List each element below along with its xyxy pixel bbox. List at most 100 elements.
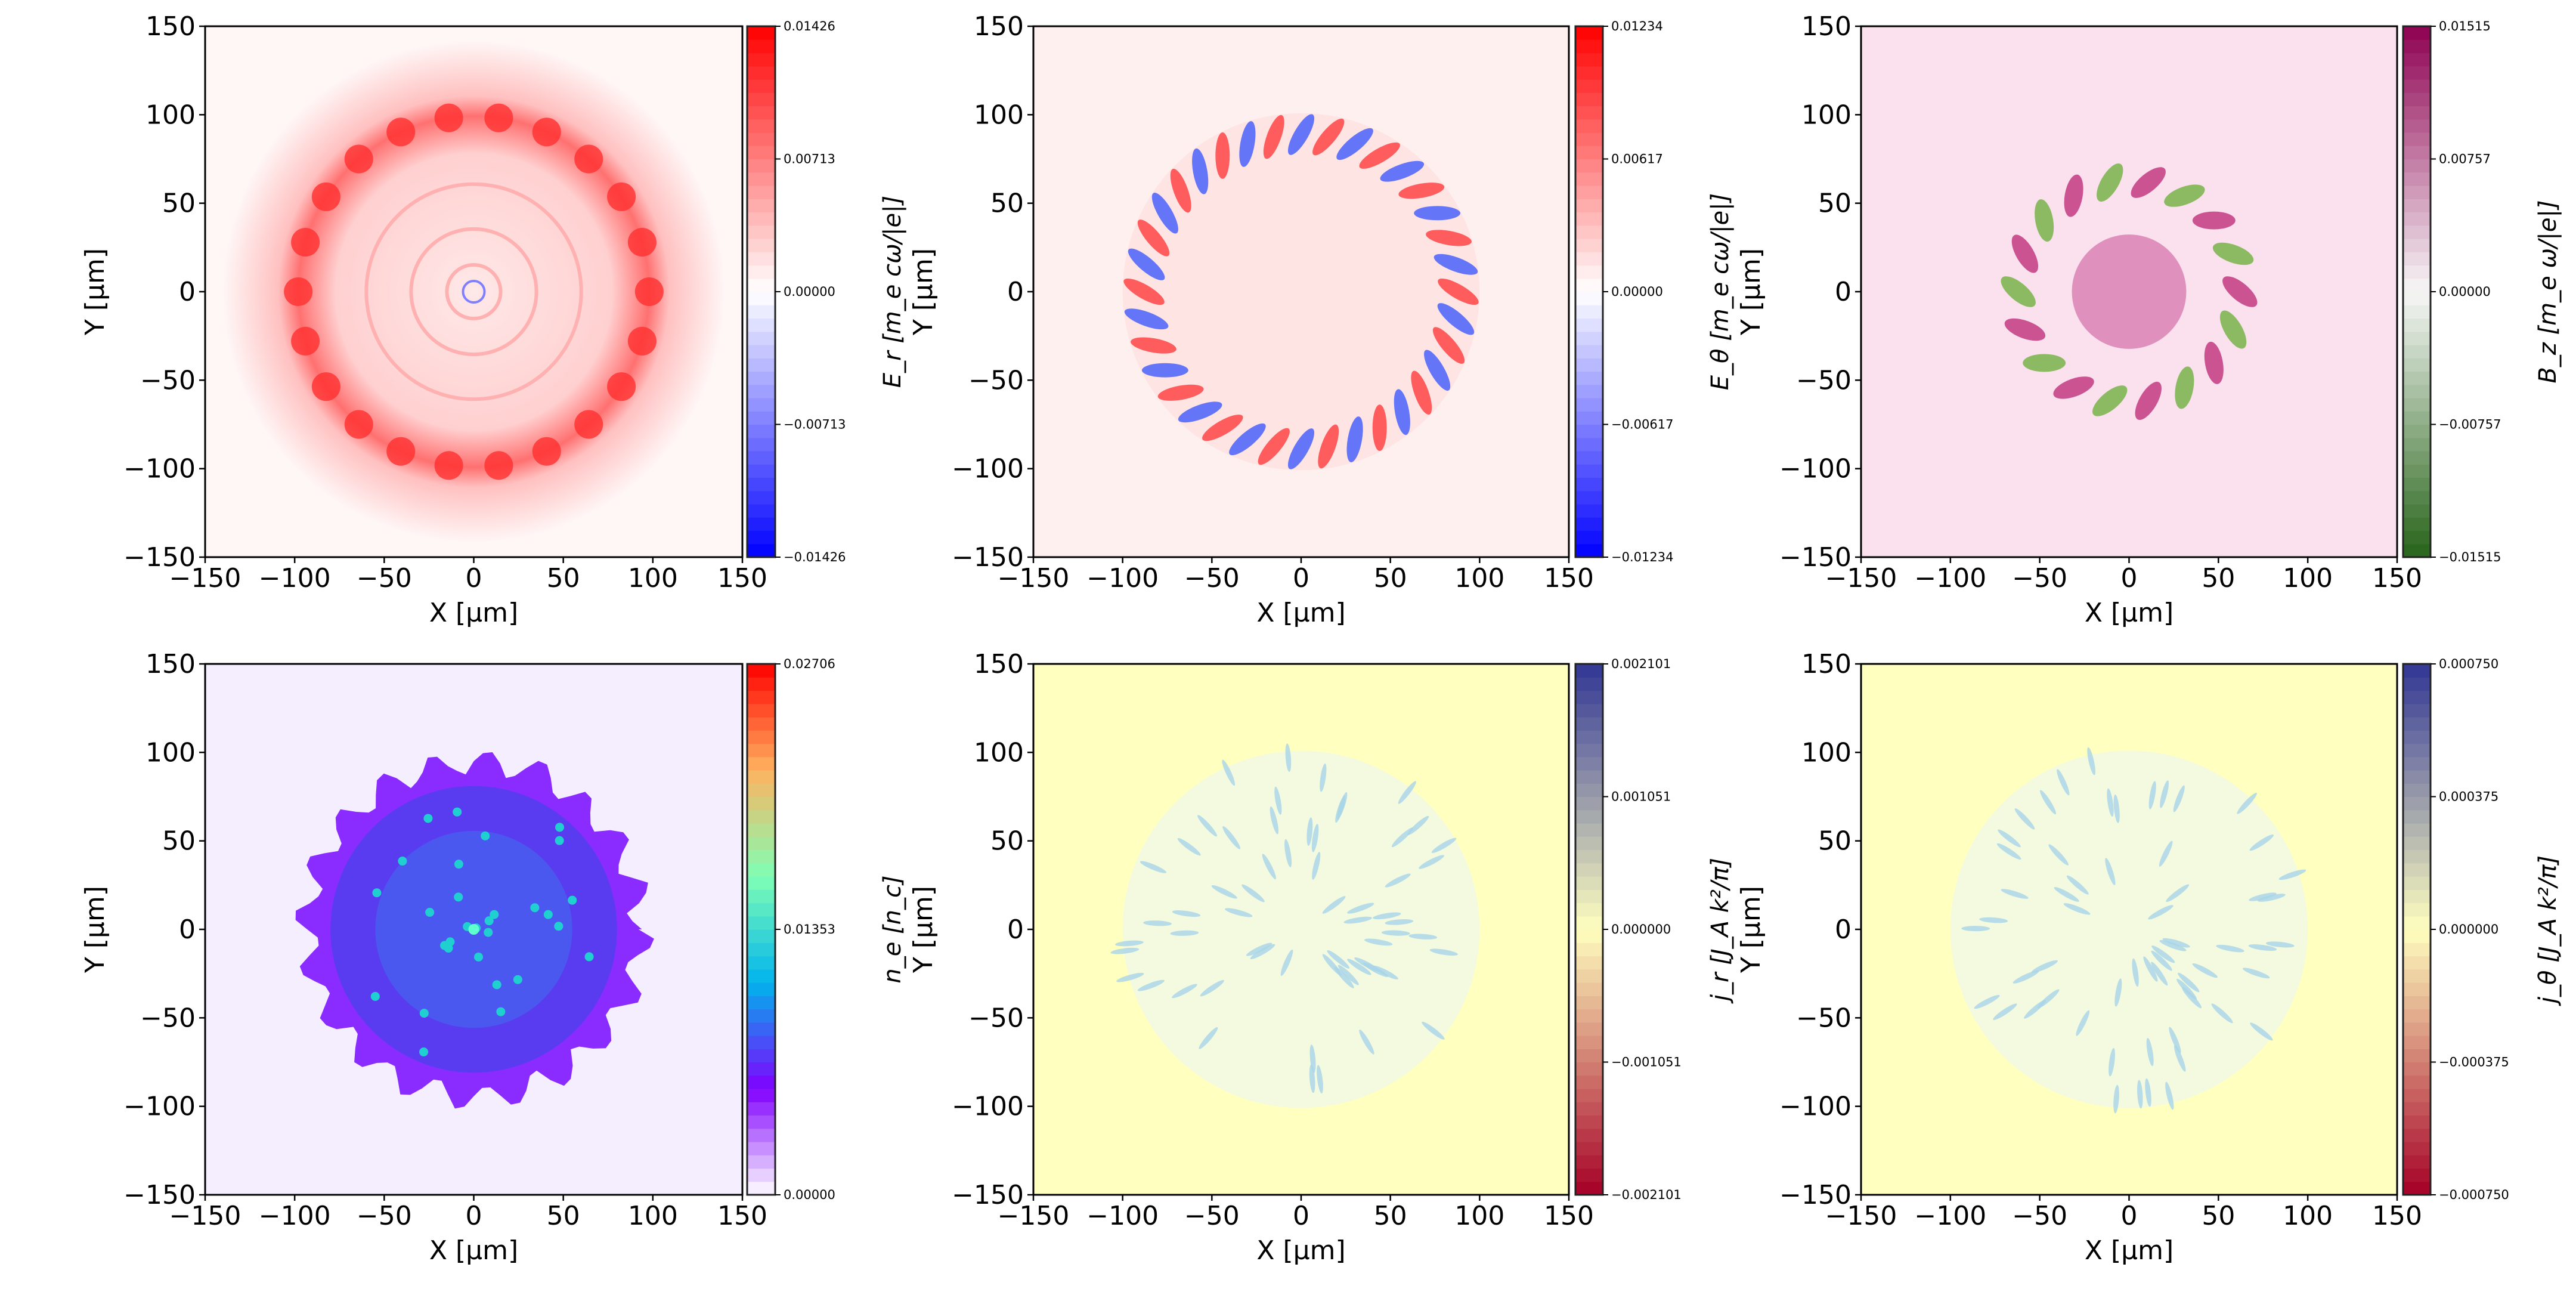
current-filament: [1320, 764, 1327, 792]
current-filament: [1398, 781, 1416, 804]
y-tick-label: 100: [974, 737, 1024, 768]
colorbar-swatch: [1575, 186, 1603, 199]
density-spot: [543, 910, 553, 919]
colorbar-tick-label: 0.002101: [1611, 657, 1671, 671]
colorbar-swatch: [2403, 212, 2431, 226]
current-filament: [2159, 939, 2187, 951]
colorbar-swatch: [747, 1142, 775, 1155]
colorbar-swatch: [747, 717, 775, 731]
field-spoke: [2064, 174, 2083, 217]
current-filament: [2174, 1044, 2186, 1072]
density-spot: [484, 916, 494, 926]
colorbar-swatch: [2403, 411, 2431, 425]
current-filament: [1363, 962, 1388, 977]
field-spot: [311, 182, 340, 211]
colorbar-swatch: [747, 278, 775, 292]
field-spot: [532, 437, 561, 466]
colorbar-swatch: [2403, 703, 2431, 718]
field-spot: [434, 451, 463, 480]
x-tick-label: −100: [1086, 563, 1159, 594]
current-filament: [2160, 780, 2169, 808]
current-filament: [1996, 843, 2021, 860]
x-tick-label: 50: [547, 1201, 580, 1231]
current-filament: [1274, 786, 1282, 815]
density-core: [468, 923, 479, 935]
current-filament: [2165, 1081, 2174, 1110]
current-filament: [2001, 889, 2029, 899]
colorbar-swatch: [747, 371, 775, 385]
colorbar-swatch: [1575, 52, 1603, 67]
colorbar-swatch: [1575, 1142, 1603, 1155]
colorbar-swatch: [1575, 1102, 1603, 1116]
colorbar-swatch: [747, 79, 775, 93]
colorbar-swatch: [747, 783, 775, 798]
colorbar-swatch: [747, 530, 775, 545]
current-filament: [1407, 815, 1429, 836]
colorbar-swatch: [1575, 305, 1603, 319]
field-spoke: [2204, 341, 2224, 384]
colorbar-swatch: [2403, 345, 2431, 359]
current-filament: [1974, 994, 2000, 1009]
y-tick-label: −50: [1796, 1003, 1852, 1033]
current-filament: [2237, 793, 2257, 814]
current-filament: [2216, 944, 2244, 953]
x-tick-label: 50: [1374, 1201, 1407, 1231]
colorbar-swatch: [1575, 849, 1603, 864]
current-filament: [1359, 1030, 1374, 1055]
colorbar-swatch: [2403, 292, 2431, 305]
current-filament: [1334, 966, 1354, 988]
colorbar-swatch: [1575, 212, 1603, 226]
density-spot: [445, 937, 455, 947]
x-tick-label: −50: [1184, 1201, 1240, 1231]
colorbar-swatch: [2403, 278, 2431, 292]
density-spot: [555, 823, 565, 832]
subplot-5: −150 −100 −50 0 50 100 150 −150 −100 −50 0 50 100 150…: [908, 649, 1734, 1266]
colorbar-swatch: [2403, 809, 2431, 824]
x-axis-label: X [μm]: [429, 1235, 518, 1266]
y-tick-label: 100: [974, 100, 1024, 130]
colorbar-swatch: [747, 252, 775, 266]
y-tick-label: −50: [968, 365, 1024, 395]
x-axis-label: X [μm]: [1256, 598, 1345, 628]
colorbar-tick-label: −0.000750: [2439, 1188, 2509, 1202]
colorbar-swatch: [2403, 106, 2431, 120]
current-filament: [1385, 919, 1414, 925]
colorbar-swatch: [1575, 1168, 1603, 1182]
y-tick-label: 150: [974, 649, 1024, 679]
colorbar-swatch: [747, 451, 775, 465]
y-tick-label: 50: [990, 826, 1024, 857]
density-spot: [419, 1009, 429, 1018]
colorbar-swatch: [1575, 1036, 1603, 1049]
colorbar-swatch: [747, 464, 775, 478]
y-axis-label: Y [μm]: [908, 886, 939, 974]
colorbar-tick-label: −0.00617: [1611, 418, 1673, 432]
field-spoke: [1287, 428, 1315, 469]
colorbar-swatch: [1575, 411, 1603, 425]
colorbar-swatch: [1575, 331, 1603, 345]
colorbar-swatch: [1575, 903, 1603, 917]
colorbar-swatch: [747, 265, 775, 279]
colorbar-tick-label: 0.00713: [784, 152, 835, 166]
colorbar-swatch: [747, 358, 775, 372]
colorbar-swatch: [1575, 956, 1603, 970]
colorbar-swatch: [2403, 1089, 2431, 1102]
colorbar-swatch: [1575, 371, 1603, 385]
y-axis-label: Y [μm]: [1736, 886, 1766, 974]
x-tick-label: 0: [1293, 563, 1309, 594]
colorbar-swatch: [747, 1022, 775, 1036]
current-filament: [2166, 884, 2190, 903]
colorbar-swatch: [747, 186, 775, 199]
colorbar-swatch: [2403, 225, 2431, 239]
field-spoke: [1312, 118, 1345, 156]
colorbar-swatch: [2403, 916, 2431, 930]
colorbar-swatch: [747, 849, 775, 864]
x-tick-label: 150: [717, 1201, 767, 1231]
density-spot: [454, 892, 463, 902]
current-filament: [2169, 1027, 2181, 1054]
y-axis-label: Y [μm]: [908, 248, 939, 336]
colorbar-swatch: [1575, 876, 1603, 890]
colorbar-tick-label: 0.000000: [1611, 922, 1671, 937]
colorbar-swatch: [747, 172, 775, 186]
current-filament: [1280, 949, 1293, 976]
field-core: [2072, 234, 2187, 349]
